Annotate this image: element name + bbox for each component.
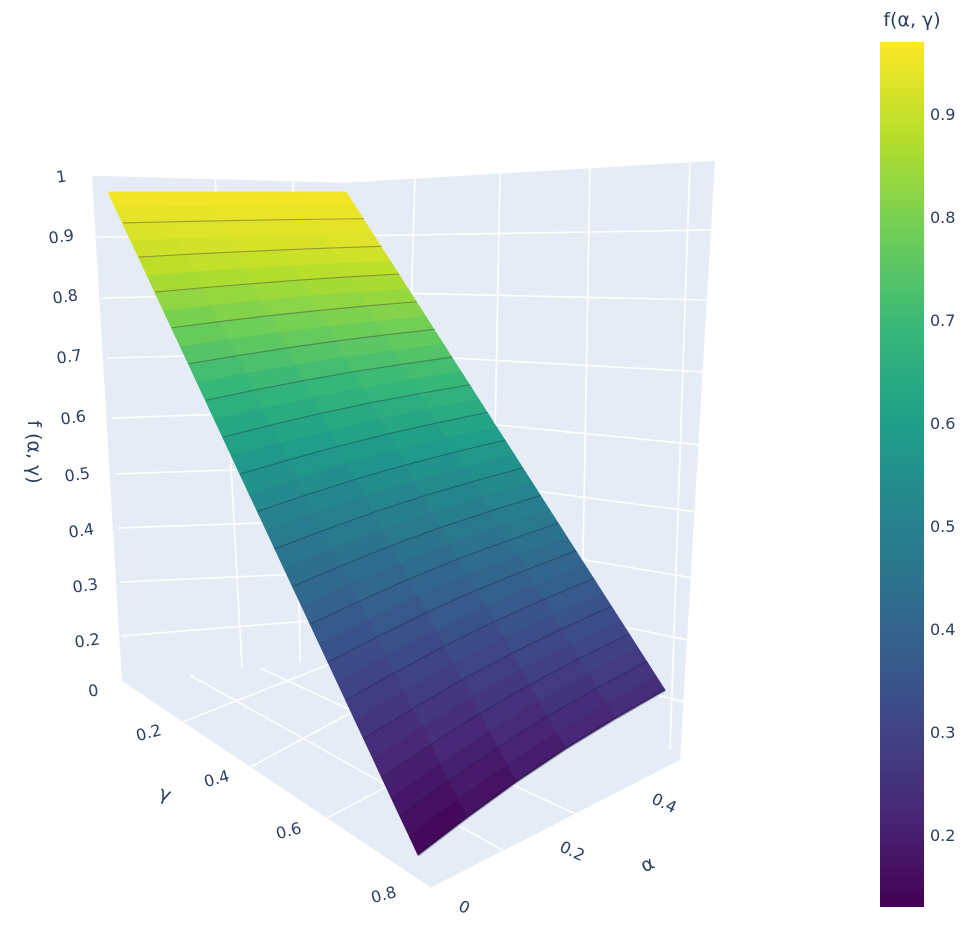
surface-cell [314,219,374,236]
colorbar-tick-label: 0.5 [930,517,955,536]
y-tick-label: 0.4 [202,766,232,791]
z-tick-label: 0 [87,680,100,700]
surface-cell [154,191,212,208]
grid-line [344,159,716,183]
surface-cell [218,220,277,238]
colorbar-tick-label: 0.8 [930,208,955,227]
colorbar-tick-label: 0.3 [930,723,955,742]
x-axis-title: α [637,852,658,877]
grid-line [669,159,691,751]
surface-cell [170,221,229,240]
surface-cell [250,191,308,207]
y-tick-label: 0.6 [274,818,304,843]
grid-line [344,229,713,237]
colorbar-tick-label: 0.2 [930,826,955,845]
colorbar-tick-label: 0.4 [930,620,955,639]
z-tick-label: 0.2 [73,629,101,651]
grid-line [120,617,346,637]
colorbar-ticks: 0.2 0.3 0.4 0.5 0.6 0.7 0.8 0.9 [930,105,955,845]
surface-cell [297,191,356,207]
surface-cell [306,205,365,221]
grid-line [169,657,346,728]
z-axis-title: f (α, γ) [23,420,45,483]
colorbar: f(α, γ) 0.2 0.3 0.4 0.5 0.6 0.7 0.8 0.9 [880,9,955,907]
z-tick-label: 0.9 [47,225,75,247]
grid-line [189,674,521,861]
z-tick-label: 0.4 [67,519,95,541]
colorbar-gradient [880,42,924,907]
z-tick-label: 0.6 [59,406,87,428]
z-axis-ticks: 0 0.2 0.3 0.4 0.5 0.6 0.7 0.8 0.9 1 [47,166,101,700]
colorbar-tick-label: 0.6 [930,414,955,433]
grid-line [91,174,346,183]
x-tick-label: 0.4 [649,789,680,817]
surface-cell [258,205,317,222]
x-tick-label: 0.2 [557,837,588,865]
colorbar-tick-label: 0.7 [930,311,955,330]
surface-cell [283,248,343,267]
z-tick-label: 1 [55,166,68,186]
surface-cell [114,206,172,225]
surface-mesh [107,191,666,857]
y-axis-title: γ [156,782,174,807]
x-tick-label: 0 [456,896,473,918]
surface-cell [107,191,164,208]
surface-cell [266,219,325,237]
z-tick-label: 0.5 [63,463,91,485]
colorbar-title: f(α, γ) [883,9,940,31]
surface-cell [162,206,220,224]
surface-cell [202,191,260,208]
grid-line [121,681,431,889]
y-tick-label: 0.2 [134,720,164,745]
surface-cell [122,222,180,242]
surface-cell [606,675,666,719]
surface-cell [332,246,392,264]
z-tick-label: 0.7 [55,345,83,367]
z-tick-label: 0.8 [51,285,79,307]
colorbar-tick-label: 0.9 [930,105,955,124]
z-tick-label: 0.3 [71,574,99,596]
y-tick-label: 0.8 [369,882,399,907]
surface-cell [210,205,269,223]
surface-contour [417,688,666,857]
